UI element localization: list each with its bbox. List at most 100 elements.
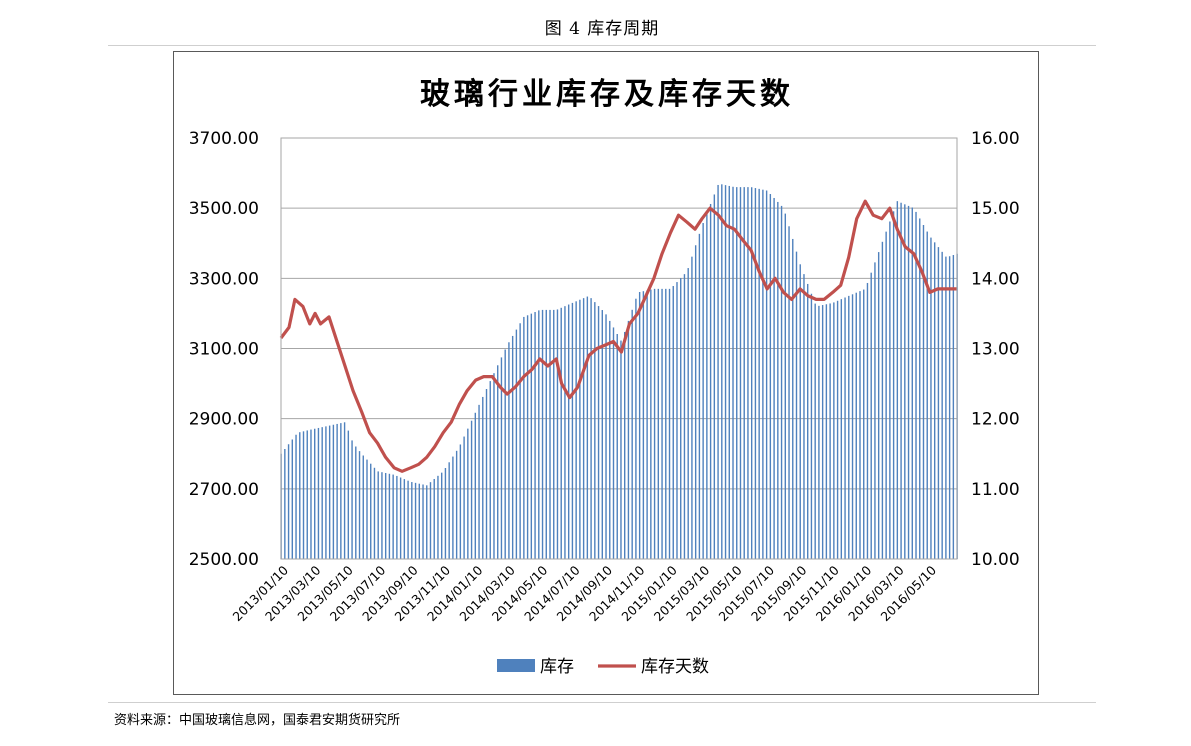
inventory-bar — [833, 302, 835, 559]
inventory-bar — [848, 295, 850, 559]
inventory-bar — [750, 187, 753, 559]
right-axis-ticks: 16.00 15.00 14.00 13.00 12.00 11.00 10.00 — [971, 129, 1020, 570]
inventory-bar — [792, 238, 794, 559]
inventory-bar — [773, 197, 775, 559]
inventory-bar — [489, 381, 491, 559]
inventory-bar — [627, 320, 630, 559]
inventory-bar — [448, 462, 450, 559]
source-divider — [108, 702, 1096, 703]
left-axis-tick-label: 2700.00 — [189, 480, 259, 500]
inventory-bar — [709, 203, 712, 559]
inventory-bar — [818, 305, 820, 559]
inventory-bar — [511, 335, 514, 559]
inventory-bar — [463, 436, 465, 559]
inventory-bar — [907, 205, 910, 559]
left-axis-tick-label: 2900.00 — [189, 410, 259, 430]
inventory-bar — [680, 278, 682, 559]
inventory-bar — [459, 444, 462, 559]
inventory-bar — [863, 289, 865, 559]
inventory-bar — [407, 480, 409, 559]
inventory-bar — [440, 472, 443, 559]
inventory-bar — [377, 471, 379, 559]
inventory-bar — [467, 428, 469, 559]
inventory-bar — [900, 202, 902, 559]
inventory-bar — [597, 306, 600, 559]
inventory-bar — [743, 187, 745, 559]
inventory-bar — [616, 333, 618, 559]
inventory-bar — [694, 245, 697, 559]
inventory-bar — [284, 448, 286, 559]
inventory-bar — [713, 194, 716, 560]
inventory-bar — [777, 201, 779, 559]
inventory-bar — [724, 185, 727, 560]
inventory-bar — [915, 211, 917, 560]
inventory-bar — [665, 288, 667, 559]
inventory-bar — [829, 303, 831, 559]
inventory-bar — [631, 309, 633, 559]
inventory-bar — [590, 298, 592, 559]
inventory-bar — [788, 226, 790, 559]
inventory-bar — [795, 251, 798, 559]
inventory-bar — [635, 298, 637, 559]
inventory-bar — [612, 327, 615, 559]
inventory-bar — [530, 313, 533, 559]
inventory-bar — [747, 187, 749, 559]
right-axis-tick-label: 12.00 — [971, 410, 1020, 430]
inventory-bar — [317, 427, 320, 559]
right-axis-tick-label: 10.00 — [971, 550, 1020, 570]
inventory-bar — [870, 272, 872, 559]
inventory-bar — [455, 450, 458, 559]
inventory-bar — [605, 314, 607, 559]
inventory-bar — [414, 482, 417, 559]
inventory-bar — [306, 430, 308, 559]
inventory-bar — [646, 290, 648, 559]
inventory-bar — [941, 251, 943, 559]
inventory-bar — [698, 233, 701, 560]
right-axis-tick-label: 15.00 — [971, 199, 1020, 219]
inventory-bar — [444, 468, 447, 559]
inventory-bar — [384, 472, 387, 559]
inventory-bar — [691, 256, 693, 559]
inventory-bar — [721, 184, 723, 559]
inventory-bar — [672, 286, 674, 559]
inventory-bar — [661, 288, 663, 559]
inventory-bar — [807, 283, 809, 559]
right-axis-tick-label: 14.00 — [971, 269, 1020, 289]
inventory-bar — [497, 365, 499, 559]
inventory-bar — [937, 247, 940, 560]
inventory-bar — [482, 396, 484, 559]
inventory-bar — [866, 282, 869, 559]
inventory-bar — [366, 459, 368, 559]
inventory-bar — [452, 456, 454, 559]
inventory-bar — [825, 304, 828, 559]
inventory-bar — [478, 404, 480, 559]
chart-title: 玻璃行业库存及库存天数 — [420, 77, 794, 112]
inventory-bar — [889, 221, 891, 560]
inventory-bar — [582, 298, 585, 559]
inventory-bar — [579, 299, 581, 559]
inventory-bar — [411, 482, 413, 559]
inventory-bar — [474, 412, 477, 559]
inventory-bar — [601, 310, 603, 559]
inventory-bar — [328, 425, 331, 559]
inventory-bar — [859, 291, 861, 559]
inventory-bar — [769, 194, 772, 560]
legend: 库存 库存天数 — [497, 657, 709, 677]
inventory-bar — [500, 357, 503, 559]
inventory-bar — [904, 204, 906, 559]
inventory-bar — [739, 187, 742, 559]
legend-label-inventory-days: 库存天数 — [641, 657, 709, 677]
inventory-bar — [564, 306, 566, 559]
plot-area-border — [280, 137, 958, 560]
inventory-bar — [534, 312, 536, 559]
inventory-bar — [803, 274, 805, 559]
inventory-bar — [609, 320, 611, 559]
inventory-bar — [332, 424, 335, 559]
inventory-bar — [706, 213, 708, 559]
inventory-bar — [952, 255, 955, 559]
inventory-bar — [840, 299, 843, 559]
caption-divider — [108, 45, 1096, 46]
inventory-bar — [780, 205, 783, 559]
inventory-bar — [493, 373, 495, 559]
inventory-bar — [418, 483, 420, 559]
